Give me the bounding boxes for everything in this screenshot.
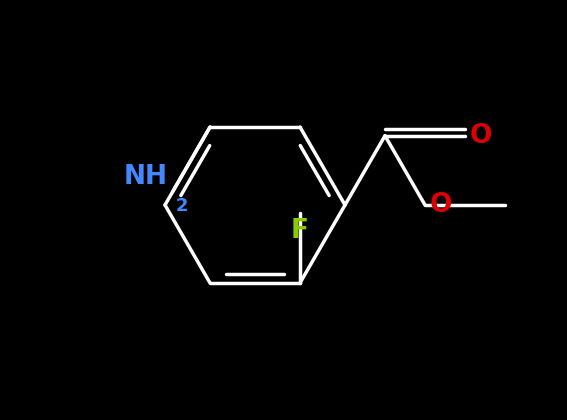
Text: 2: 2 bbox=[176, 197, 188, 215]
Text: NH: NH bbox=[124, 164, 167, 190]
Text: F: F bbox=[291, 218, 309, 244]
Text: O: O bbox=[470, 123, 493, 149]
Text: O: O bbox=[430, 192, 452, 218]
